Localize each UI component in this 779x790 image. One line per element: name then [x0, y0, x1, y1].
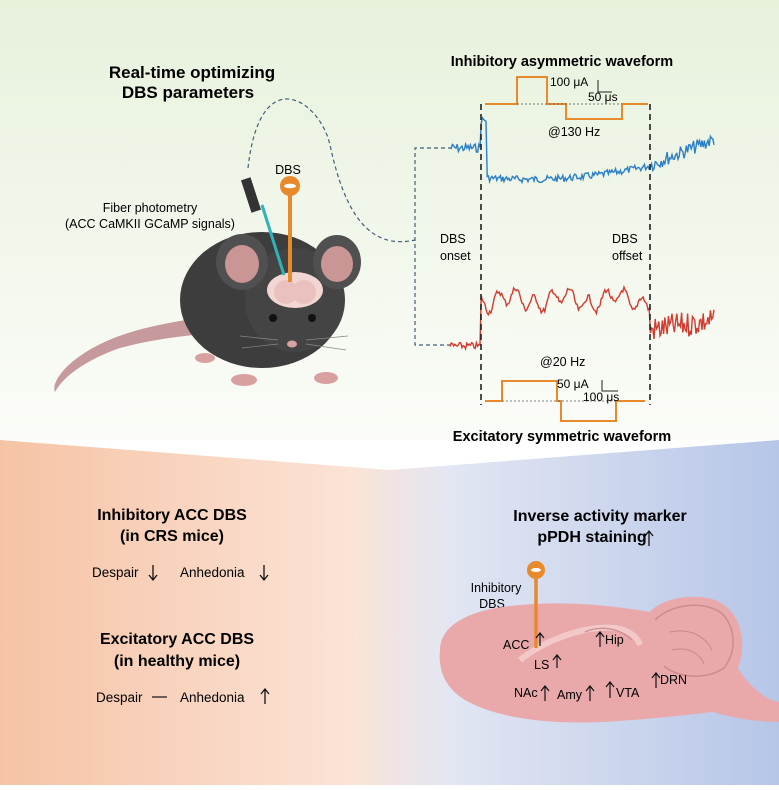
dbs-electrode-slot [284, 183, 296, 189]
region-hip-up-arrow [595, 631, 605, 647]
onset-label-line2: onset [440, 249, 471, 263]
brain-dbs-label-line2: DBS [479, 597, 505, 611]
mouse-nose [287, 340, 297, 348]
mouse-brain-left [274, 280, 298, 304]
offset-label-line2: offset [612, 249, 643, 263]
top-waveform [485, 76, 648, 120]
top-scale-bar [597, 80, 612, 93]
excit-title-line1: Excitatory ACC DBS [100, 631, 254, 648]
mouse-eye-left [269, 314, 277, 322]
brain-cerebellum [654, 604, 734, 677]
region-drn: DRN [660, 673, 687, 687]
region-vta-up-arrow [605, 681, 615, 698]
red-trace [449, 284, 715, 351]
offset-label-line1: DBS [612, 232, 638, 246]
region-vta: VTA [616, 686, 640, 700]
brain-folds [669, 630, 713, 665]
region-hip: Hip [605, 633, 624, 647]
blue-trace [449, 116, 715, 185]
mouse-whiskers [239, 335, 349, 351]
dbs-electrode [280, 176, 300, 282]
top-dur-label: 50 μs [588, 90, 618, 104]
mouse-ear-left-inner [225, 245, 259, 283]
inhib-anhedonia-down-arrow [259, 565, 269, 582]
bottom-dur-label: 100 μs [583, 390, 619, 404]
mouse-foot-right [314, 372, 338, 384]
dbs-label: DBS [275, 163, 301, 177]
region-ls-up-arrow [552, 654, 562, 668]
mouse-foot-left [231, 374, 257, 386]
bracket [414, 147, 452, 346]
region-acc: ACC [503, 638, 529, 652]
marker-up-arrow [644, 529, 654, 546]
bottom-amp-label: 50 μA [557, 377, 589, 391]
bottom-freq-label: @20 Hz [540, 355, 585, 369]
mouse-foot-back [195, 353, 215, 363]
region-amy: Amy [557, 688, 583, 702]
title-line2: DBS parameters [122, 83, 254, 102]
top-amp-label: 100 μA [550, 75, 588, 89]
region-drn-up-arrow [651, 672, 661, 688]
mouse-illustration [54, 232, 361, 392]
fiber-optic [240, 177, 286, 276]
fiber-label-line2: (ACC CaMKII GCaMP signals) [65, 217, 235, 231]
top-background [0, 0, 779, 440]
region-nac-up-arrow [540, 685, 550, 701]
inhib-title-line1: Inhibitory ACC DBS [97, 507, 247, 524]
excit-anhedonia-up-arrow [260, 687, 270, 704]
fiber-cannula [240, 177, 262, 213]
excit-despair-label: Despair [96, 690, 143, 705]
dashed-connector [247, 98, 416, 243]
region-acc-up-arrow [535, 632, 545, 646]
fiber-label-line1: Fiber photometry [103, 201, 198, 215]
inhib-despair-label: Despair [92, 565, 139, 580]
marker-title-line2: pPDH staining [537, 529, 646, 546]
bottom-waveform-title: Excitatory symmetric waveform [453, 429, 671, 445]
sagittal-brain [439, 596, 779, 723]
region-amy-up-arrow [585, 685, 595, 701]
title-line1: Real-time optimizing [109, 63, 275, 82]
top-waveform-title: Inhibitory asymmetric waveform [451, 54, 673, 70]
excit-anhedonia-label: Anhedonia [180, 690, 245, 705]
marker-title-line1: Inverse activity marker [513, 508, 686, 525]
region-nac: NAc [514, 686, 538, 700]
brain-dbs-electrode-slot [531, 568, 541, 572]
mouse-ear-right-inner [321, 246, 353, 282]
brain-dbs-electrode [527, 561, 545, 648]
mouse-eye-right [308, 314, 316, 322]
mouse-brain-right [292, 280, 316, 304]
excit-title-line2: (in healthy mice) [114, 653, 240, 670]
inhib-despair-down-arrow [148, 565, 158, 582]
mouse-tail [54, 318, 206, 392]
fiber-wire [260, 204, 286, 276]
brain-corpus-callosum [518, 624, 643, 663]
inhib-title-line2: (in CRS mice) [120, 528, 224, 545]
onset-label-line1: DBS [440, 232, 466, 246]
brain-hippocampus [584, 627, 633, 641]
brain-dbs-label-line1: Inhibitory [471, 581, 522, 595]
brain-outline [439, 596, 779, 723]
inhib-anhedonia-label: Anhedonia [180, 565, 245, 580]
top-freq-label: @130 Hz [548, 125, 600, 139]
bottom-scale-bar [601, 380, 618, 392]
region-ls: LS [534, 658, 549, 672]
